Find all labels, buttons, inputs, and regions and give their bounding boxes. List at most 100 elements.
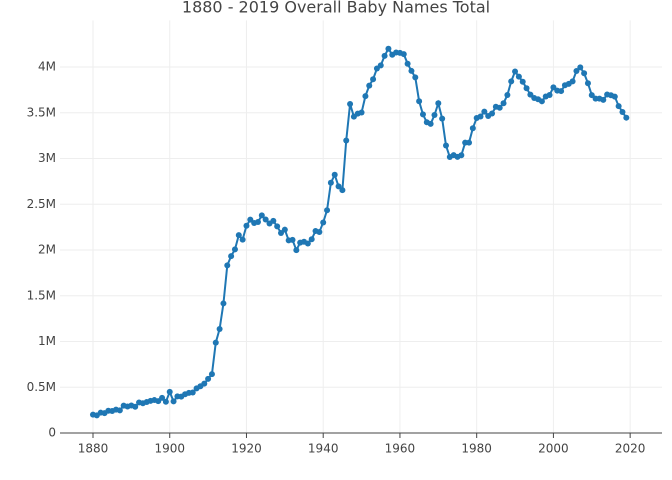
marker bbox=[370, 76, 377, 83]
marker bbox=[466, 139, 473, 146]
marker bbox=[623, 114, 630, 121]
marker bbox=[216, 325, 223, 332]
marker bbox=[439, 115, 446, 122]
marker bbox=[220, 300, 227, 307]
marker bbox=[304, 240, 311, 247]
y-tick-label: 3.5M bbox=[27, 105, 56, 119]
y-tick-label: 0 bbox=[48, 426, 56, 440]
marker bbox=[427, 120, 434, 127]
marker bbox=[569, 78, 576, 85]
marker bbox=[228, 253, 235, 260]
marker bbox=[519, 78, 526, 85]
marker bbox=[262, 216, 269, 223]
marker bbox=[508, 78, 515, 85]
marker bbox=[324, 207, 331, 214]
marker bbox=[362, 93, 369, 100]
marker bbox=[512, 68, 519, 75]
marker bbox=[404, 60, 411, 67]
marker bbox=[442, 142, 449, 149]
marker bbox=[584, 80, 591, 87]
marker bbox=[189, 389, 196, 396]
x-tick-label: 2000 bbox=[538, 442, 569, 456]
marker bbox=[235, 232, 242, 239]
marker bbox=[527, 91, 534, 98]
marker bbox=[366, 82, 373, 89]
marker bbox=[343, 137, 350, 144]
marker bbox=[274, 223, 281, 230]
marker bbox=[381, 52, 388, 59]
marker bbox=[289, 236, 296, 243]
marker bbox=[412, 74, 419, 81]
marker bbox=[162, 398, 169, 405]
line bbox=[92, 46, 628, 417]
marker bbox=[339, 187, 346, 194]
marker bbox=[358, 109, 365, 116]
marker bbox=[201, 380, 208, 387]
x-tick-label: 1980 bbox=[461, 442, 492, 456]
marker bbox=[581, 70, 588, 77]
marker bbox=[377, 62, 384, 69]
marker bbox=[538, 98, 545, 105]
marker bbox=[132, 403, 139, 410]
x-tick-label: 1900 bbox=[154, 442, 185, 456]
marker bbox=[320, 219, 327, 226]
x-tick-label: 2020 bbox=[615, 442, 646, 456]
marker bbox=[400, 51, 407, 58]
marker bbox=[558, 88, 565, 95]
marker bbox=[615, 103, 622, 110]
marker bbox=[546, 91, 553, 98]
x-tick-label: 1880 bbox=[78, 442, 109, 456]
marker bbox=[385, 45, 392, 52]
marker bbox=[496, 104, 503, 111]
marker bbox=[477, 113, 484, 120]
marker bbox=[523, 85, 530, 92]
y-tick-label: 1.5M bbox=[27, 288, 56, 302]
marker bbox=[588, 92, 595, 99]
marker bbox=[481, 108, 488, 115]
marker bbox=[212, 339, 219, 346]
marker bbox=[270, 217, 277, 224]
marker bbox=[431, 112, 438, 119]
marker bbox=[335, 183, 342, 190]
marker bbox=[166, 388, 173, 395]
marker bbox=[243, 222, 250, 229]
y-tick-label: 4M bbox=[38, 60, 56, 74]
marker bbox=[231, 246, 238, 253]
marker bbox=[247, 216, 254, 223]
x-tick-label: 1920 bbox=[231, 442, 262, 456]
x-tick-label: 1940 bbox=[308, 442, 339, 456]
marker bbox=[347, 100, 354, 107]
x-tick-label: 1960 bbox=[385, 442, 416, 456]
y-tick-label: 3M bbox=[38, 151, 56, 165]
marker bbox=[116, 407, 123, 414]
y-tick-label: 0.5M bbox=[27, 380, 56, 394]
marker bbox=[254, 219, 261, 226]
marker bbox=[469, 125, 476, 132]
marker bbox=[611, 93, 618, 100]
marker bbox=[170, 398, 177, 405]
marker bbox=[577, 64, 584, 71]
marker bbox=[500, 100, 507, 107]
marker bbox=[239, 236, 246, 243]
marker bbox=[224, 262, 231, 269]
marker bbox=[258, 212, 265, 219]
chart-title: 1880 - 2019 Overall Baby Names Total bbox=[182, 0, 490, 17]
marker bbox=[293, 247, 300, 254]
marker bbox=[435, 100, 442, 107]
y-tick-label: 1M bbox=[38, 334, 56, 348]
marker bbox=[408, 67, 415, 74]
marker bbox=[489, 110, 496, 117]
marker bbox=[331, 171, 338, 178]
marker bbox=[504, 91, 511, 98]
marker bbox=[316, 228, 323, 235]
y-tick-label: 2M bbox=[38, 243, 56, 257]
marker bbox=[515, 73, 522, 80]
marker bbox=[308, 236, 315, 243]
marker bbox=[600, 96, 607, 103]
marker bbox=[573, 68, 580, 75]
y-tick-label: 2.5M bbox=[27, 197, 56, 211]
marker bbox=[416, 98, 423, 105]
marker bbox=[327, 179, 334, 186]
marker bbox=[205, 375, 212, 382]
